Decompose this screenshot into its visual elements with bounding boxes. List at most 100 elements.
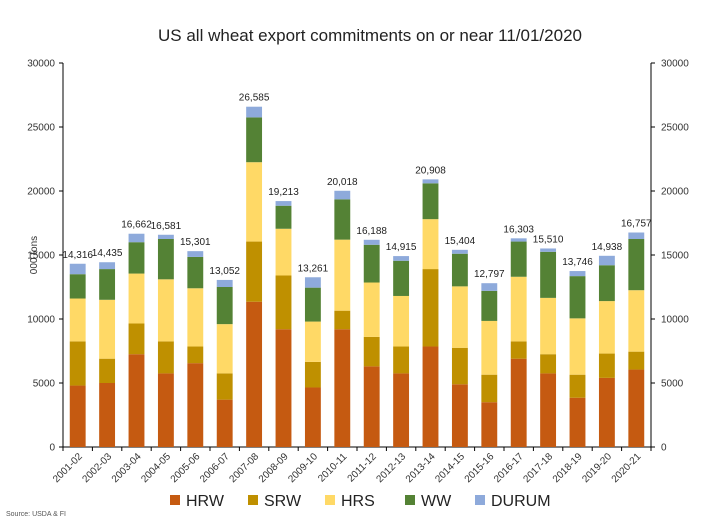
total-label: 16,188: [356, 226, 387, 237]
x-tick-label: 2017-18: [521, 451, 555, 485]
bar-segment-hrw: [628, 369, 645, 447]
bar-segment-durum: [481, 283, 498, 291]
x-tick-label: 2010-11: [316, 451, 350, 485]
bar-segment-hrs: [481, 320, 498, 375]
bar-segment-ww: [422, 183, 439, 220]
x-tick-label: 2007-08: [227, 451, 261, 485]
x-tick-label: 2012-13: [374, 451, 408, 485]
bar-segment-hrw: [510, 358, 527, 447]
total-label: 14,316: [62, 250, 93, 261]
total-label: 16,303: [503, 224, 534, 235]
total-label: 19,213: [268, 187, 299, 198]
bar-segment-durum: [128, 233, 145, 243]
bar-segment-durum: [422, 179, 439, 184]
bar-segment-hrw: [598, 377, 615, 447]
legend-label-hrw: HRW: [186, 493, 225, 510]
total-label: 14,915: [386, 242, 417, 253]
total-label: 20,908: [415, 165, 446, 176]
legend-label-hrs: HRS: [341, 493, 375, 510]
x-tick-label: 2013-14: [404, 451, 438, 485]
bar-segment-srw: [569, 374, 586, 398]
bar-segment-durum: [99, 262, 116, 270]
y-tick-label-right: 5000: [661, 379, 684, 390]
total-label: 16,757: [621, 219, 652, 230]
bar-segment-hrs: [304, 321, 321, 362]
x-tick-label: 2015-16: [463, 451, 497, 485]
bar-segment-hrs: [246, 162, 263, 242]
bar-segment-srw: [99, 358, 116, 383]
total-label: 15,510: [533, 234, 564, 245]
bar-segment-hrw: [216, 399, 233, 447]
bar-segment-hrw: [422, 346, 439, 447]
y-tick-label-left: 0: [49, 443, 55, 454]
bar-segment-ww: [69, 274, 86, 299]
x-tick-label: 2002-03: [80, 451, 114, 485]
bar-segment-srw: [187, 346, 204, 364]
legend-label-srw: SRW: [264, 493, 302, 510]
x-tick-label: 2008-09: [257, 451, 291, 485]
bar-segment-hrs: [569, 318, 586, 375]
y-tick-label-left: 15000: [27, 251, 55, 262]
bar-segment-hrs: [275, 228, 292, 276]
legend-swatch-hrw: [170, 495, 180, 505]
bar-segment-hrw: [187, 363, 204, 447]
x-tick-label: 2001-02: [51, 451, 85, 485]
bar-segment-ww: [451, 253, 468, 287]
legend-label-durum: DURUM: [491, 493, 551, 510]
source-note: Source: USDA & FI: [6, 511, 66, 518]
bar-segment-ww: [128, 242, 145, 274]
bar-segment-hrs: [422, 219, 439, 270]
bar-segment-hrw: [246, 301, 263, 447]
bar-segment-srw: [69, 341, 86, 386]
bar-segment-hrw: [334, 329, 351, 447]
bar-segment-hrs: [216, 324, 233, 374]
legend-swatch-hrs: [325, 495, 335, 505]
x-tick-label: 2003-04: [110, 451, 144, 485]
bar-segment-ww: [246, 117, 263, 163]
bar-segment-hrs: [128, 273, 145, 324]
bar-segment-hrw: [540, 373, 557, 447]
total-label: 12,797: [474, 269, 505, 280]
bar-segment-ww: [334, 199, 351, 240]
bar-segment-srw: [334, 310, 351, 330]
bar-segment-hrw: [99, 383, 116, 447]
bar-segment-hrs: [99, 299, 116, 359]
x-tick-label: 2018-19: [551, 451, 585, 485]
bar-segment-durum: [628, 232, 645, 239]
y-tick-label-right: 10000: [661, 315, 689, 326]
bar-segment-srw: [363, 336, 380, 367]
x-tick-label: 2014-15: [433, 451, 467, 485]
bar-segment-durum: [334, 190, 351, 200]
bar-segment-hrs: [540, 297, 557, 355]
bar-segment-srw: [246, 241, 263, 302]
bar-segment-durum: [451, 249, 468, 254]
bar-segment-durum: [275, 201, 292, 206]
bar-segment-hrs: [598, 301, 615, 354]
y-tick-label-right: 30000: [661, 59, 689, 70]
y-tick-label-right: 20000: [661, 187, 689, 198]
total-label: 20,018: [327, 177, 358, 188]
bar-segment-hrw: [481, 402, 498, 447]
legend-label-ww: WW: [421, 493, 452, 510]
total-label: 13,261: [298, 263, 329, 274]
bar-segment-hrs: [187, 288, 204, 347]
bar-segment-durum: [304, 277, 321, 288]
y-tick-label-left: 5000: [33, 379, 56, 390]
bar-segment-durum: [569, 271, 586, 277]
bar-segment-ww: [275, 205, 292, 229]
bar-segment-hrw: [569, 397, 586, 447]
bar-segment-hrw: [69, 385, 86, 447]
bar-segment-durum: [157, 234, 174, 239]
bar-segment-ww: [99, 269, 116, 300]
total-label: 13,746: [562, 257, 593, 268]
bar-segment-hrs: [510, 276, 527, 342]
bar-segment-srw: [481, 374, 498, 403]
bar-segment-srw: [540, 354, 557, 374]
bar-segment-hrs: [157, 279, 174, 342]
total-label: 14,435: [92, 248, 123, 259]
total-label: 26,585: [239, 93, 270, 104]
y-tick-label-right: 15000: [661, 251, 689, 262]
bar-segment-ww: [628, 239, 645, 291]
legend: HRW SRW HRS WW DURUM: [170, 493, 551, 510]
y-tick-label-right: 0: [661, 443, 667, 454]
